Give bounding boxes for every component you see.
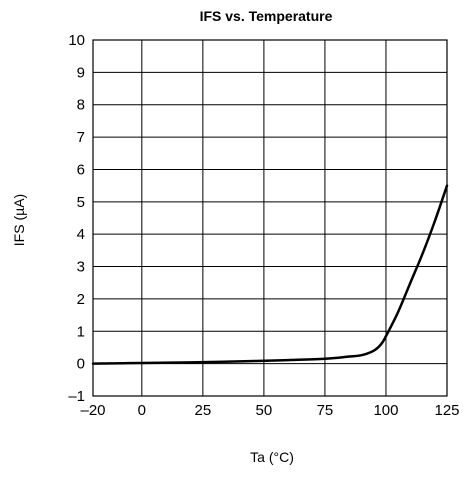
ifs-series-line — [91, 184, 449, 365]
y-tick-label: 9 — [77, 64, 85, 81]
x-tick-label: 25 — [195, 402, 212, 419]
series-layer — [91, 184, 449, 365]
grid-lines — [92, 39, 448, 397]
y-tick-label: 2 — [77, 291, 85, 308]
y-tick-label: 6 — [77, 161, 85, 178]
x-axis-label: Ta (°C) — [250, 449, 294, 465]
y-tick-label: 7 — [77, 129, 85, 146]
y-tick-label: 3 — [77, 259, 85, 276]
x-tick-label: –20 — [80, 402, 105, 419]
y-tick-label: 8 — [77, 97, 85, 114]
y-tick-label: 4 — [77, 226, 85, 243]
y-axis-label: IFS (µA) — [11, 194, 27, 246]
chart-title: IFS vs. Temperature — [200, 8, 333, 24]
x-tick-label: 50 — [256, 402, 273, 419]
y-tick-label: 10 — [68, 32, 85, 49]
plot-frame — [92, 39, 448, 397]
y-tick-label: 5 — [77, 194, 85, 211]
x-tick-label: 75 — [317, 402, 334, 419]
x-tick-label: 100 — [373, 402, 398, 419]
y-tick-label: –1 — [68, 388, 85, 405]
y-tick-label: 1 — [77, 323, 85, 340]
tick-labels: –20 0 25 50 75 100 125 –1 0 1 2 3 4 5 6 7 8 9 10 — [68, 32, 459, 419]
y-tick-label: 0 — [77, 356, 85, 373]
x-tick-label: 0 — [138, 402, 146, 419]
x-tick-label: 125 — [434, 402, 459, 419]
